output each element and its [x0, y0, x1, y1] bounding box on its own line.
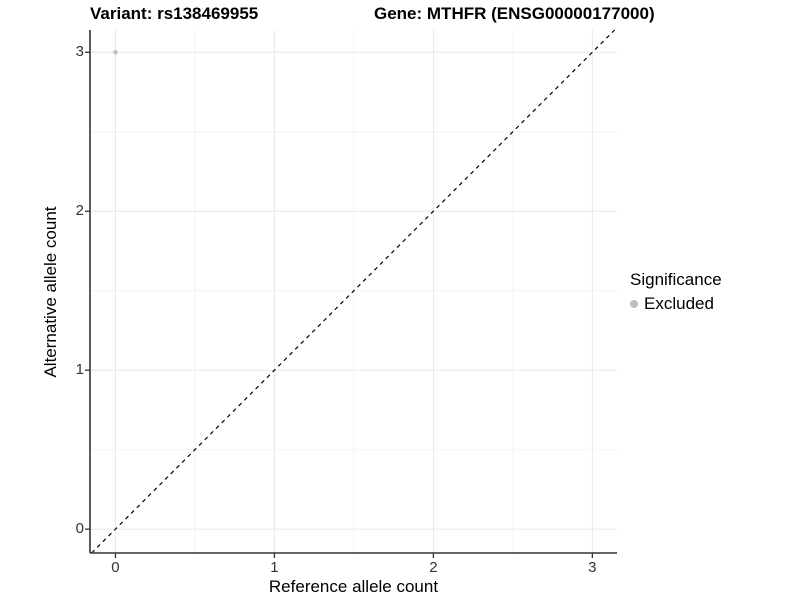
- x-axis-title: Reference allele count: [268, 577, 439, 596]
- x-tick-label: 3: [588, 559, 597, 576]
- legend-point-icon: [630, 300, 638, 308]
- y-tick-label: 2: [75, 202, 84, 220]
- identity-line: [91, 29, 616, 554]
- plot-title-variant: Variant: rs138469955: [90, 4, 259, 23]
- legend-entry-excluded: Excluded: [630, 294, 790, 314]
- y-axis-title: Alternative allele count: [41, 206, 60, 378]
- x-tick-label: 2: [429, 559, 438, 576]
- data-point: [113, 49, 118, 55]
- legend-title: Significance: [630, 270, 722, 289]
- y-tick-label: 0: [75, 520, 84, 538]
- legend-entry-label: Excluded: [644, 294, 714, 313]
- x-tick-label: 0: [111, 559, 120, 576]
- y-tick-label: 3: [75, 43, 84, 61]
- plot-title-gene: Gene: MTHFR (ENSG00000177000): [374, 4, 655, 23]
- legend: Significance Excluded: [630, 270, 790, 314]
- y-tick-label: 1: [75, 361, 84, 379]
- x-tick-label: 1: [270, 559, 279, 576]
